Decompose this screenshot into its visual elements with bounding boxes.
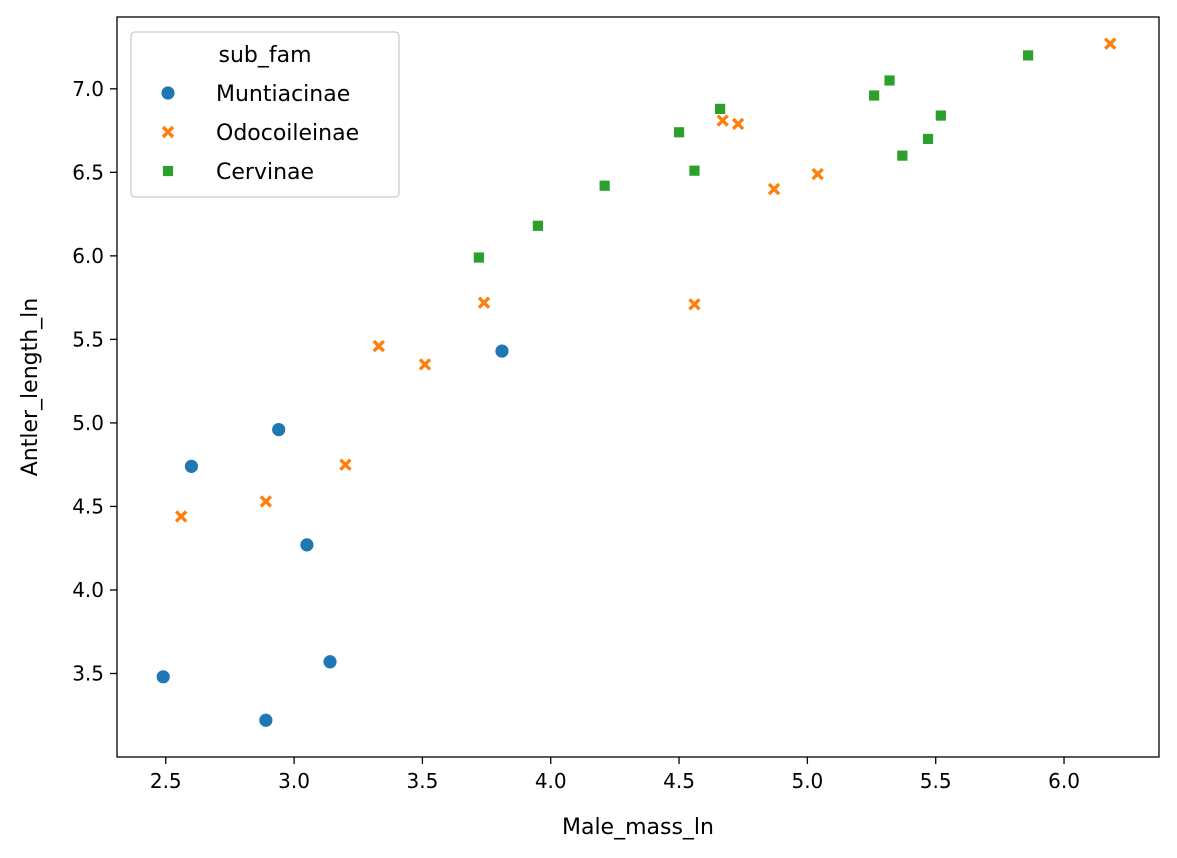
x-tick-label: 2.5: [150, 769, 182, 793]
x-tick-label: 6.0: [1048, 769, 1080, 793]
data-point: [767, 182, 781, 196]
x-tick-label: 4.5: [663, 769, 695, 793]
y-tick-label: 4.5: [72, 494, 104, 518]
series-odocoileinae: [174, 37, 1117, 523]
data-point: [714, 102, 727, 115]
data-point: [688, 164, 701, 177]
y-tick-label: 6.0: [72, 244, 104, 268]
x-tick-label: 5.5: [920, 769, 952, 793]
data-point: [811, 167, 824, 181]
data-point: [688, 298, 701, 311]
legend-item: Muntiacinae: [160, 82, 350, 107]
axes-frame: [116, 16, 1160, 758]
x-axis-ticks: 2.5 3.0 3.5 4.0 4.5 5.0 5.5 6.0: [150, 757, 1080, 793]
data-point: [934, 109, 947, 122]
y-tick-label: 6.5: [72, 160, 104, 184]
legend: sub_fam Muntiacinae Odocoileinae Cervinae: [130, 31, 400, 198]
data-point: [299, 537, 315, 553]
legend-marker: [160, 85, 176, 101]
legend-item: Odocoileinae: [161, 121, 359, 146]
data-point: [1022, 49, 1035, 62]
y-tick-label: 3.5: [72, 661, 104, 685]
legend-label: Cervinae: [216, 160, 314, 185]
data-point: [896, 149, 909, 162]
x-axis-label: Male_mass_ln: [562, 815, 714, 840]
x-tick-label: 4.0: [535, 769, 567, 793]
data-point: [258, 712, 274, 728]
data-point: [174, 510, 188, 523]
legend-label: Muntiacinae: [216, 82, 350, 107]
series-muntiacinae: [155, 343, 510, 728]
data-point: [472, 251, 485, 264]
data-point: [494, 343, 510, 359]
data-point: [339, 458, 352, 471]
data-point: [322, 654, 338, 670]
data-point: [922, 133, 934, 145]
legend-box: [130, 31, 400, 198]
data-point: [1104, 37, 1117, 50]
data-point: [155, 669, 171, 685]
data-point: [372, 339, 385, 353]
y-tick-label: 5.0: [72, 411, 104, 435]
legend-marker: [161, 125, 175, 139]
y-tick-label: 4.0: [72, 578, 104, 602]
legend-item: Cervinae: [162, 160, 314, 185]
series-cervinae: [472, 49, 1035, 264]
data-point: [532, 219, 544, 232]
data-point: [418, 358, 432, 371]
data-point: [673, 126, 685, 139]
x-tick-label: 3.0: [278, 769, 310, 793]
points-layer: [155, 37, 1117, 728]
data-point: [271, 422, 287, 437]
data-point: [259, 495, 273, 508]
legend-label: Odocoileinae: [216, 121, 359, 146]
legend-items: Muntiacinae Odocoileinae Cervinae: [160, 82, 359, 185]
data-point: [477, 296, 491, 309]
y-tick-label: 5.5: [72, 327, 104, 351]
data-point: [184, 458, 199, 474]
x-tick-label: 5.0: [791, 769, 823, 793]
data-point: [716, 114, 729, 127]
data-point: [883, 74, 896, 87]
data-point: [868, 89, 881, 102]
y-tick-label: 7.0: [72, 77, 104, 101]
legend-marker: [162, 165, 174, 177]
data-point: [598, 179, 611, 192]
x-tick-label: 3.5: [407, 769, 439, 793]
y-axis-ticks: 3.5 4.0 4.5 5.0 5.5 6.0 6.5 7.0: [72, 77, 117, 685]
y-axis-label: Antler_length_ln: [18, 298, 43, 477]
legend-title: sub_fam: [218, 43, 311, 68]
data-point: [731, 117, 745, 131]
